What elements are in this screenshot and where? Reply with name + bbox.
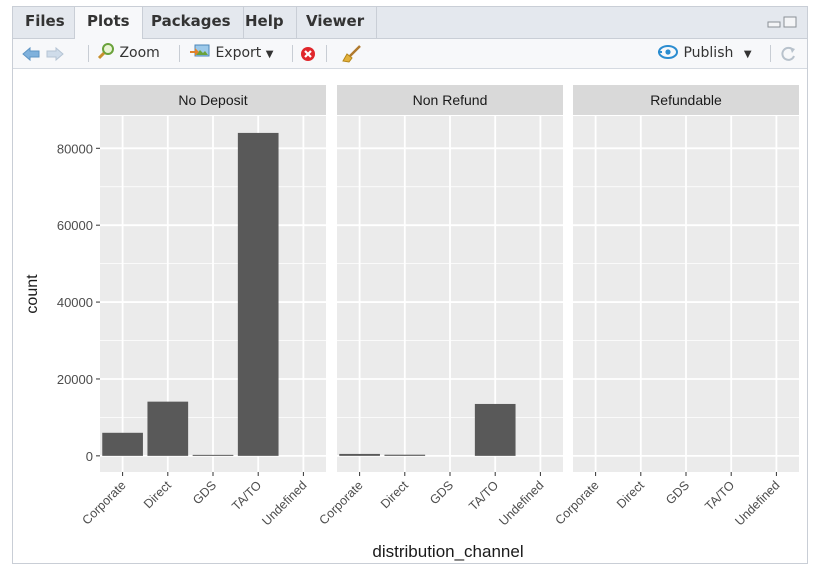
toolbar-separator <box>770 45 771 62</box>
export-button[interactable]: Export ▼ <box>189 42 273 65</box>
x-tick-label: Corporate <box>80 478 129 527</box>
x-tick-label: GDS <box>663 478 692 507</box>
facet-strip <box>337 85 563 115</box>
toolbar-separator <box>292 45 293 62</box>
y-tick-label: 60000 <box>57 218 93 233</box>
bar <box>192 454 234 456</box>
x-tick-label: Corporate <box>553 478 602 527</box>
tab-files[interactable]: Files <box>13 7 78 38</box>
x-tick-label: Undefined <box>732 478 782 528</box>
publish-button[interactable]: Publish ▼ <box>657 42 752 65</box>
bar <box>147 401 189 456</box>
plots-toolbar: Zoom Export ▼ Pub <box>13 39 807 69</box>
y-tick-label: 40000 <box>57 295 93 310</box>
bar <box>474 403 516 456</box>
x-tick-label: Undefined <box>496 478 546 528</box>
refresh-icon[interactable] <box>779 45 797 63</box>
minimize-icon[interactable] <box>767 16 781 28</box>
x-tick-label: Direct <box>378 478 411 511</box>
zoom-label: Zoom <box>119 45 160 61</box>
x-tick-label: GDS <box>427 478 456 507</box>
bar <box>339 453 380 456</box>
bar <box>237 132 279 456</box>
export-image-icon <box>190 44 210 57</box>
x-tick-label: TA/TO <box>466 478 501 513</box>
x-tick-label: TA/TO <box>702 478 737 513</box>
x-tick-label: Direct <box>614 478 647 511</box>
maximize-icon[interactable] <box>783 16 797 28</box>
x-tick-label: Direct <box>141 478 174 511</box>
toolbar-separator <box>326 45 327 62</box>
facet-strip <box>573 85 799 115</box>
facet-strip <box>100 85 326 115</box>
publish-dropdown-caret-icon: ▼ <box>743 49 752 60</box>
plots-pane: Files Plots Packages Help Viewer Zoom <box>12 6 808 564</box>
pane-tab-bar: Files Plots Packages Help Viewer <box>13 7 807 40</box>
facet-label: No Deposit <box>178 92 247 108</box>
publish-label: Publish <box>683 45 734 61</box>
tab-help[interactable]: Help <box>233 7 297 38</box>
back-arrow-icon[interactable] <box>21 46 41 62</box>
x-tick-label: GDS <box>190 478 219 507</box>
y-tick-label: 0 <box>86 449 93 464</box>
tab-packages[interactable]: Packages <box>139 7 244 38</box>
forward-arrow-icon[interactable] <box>45 46 65 62</box>
x-tick-label: Undefined <box>259 478 309 528</box>
toolbar-separator <box>88 45 89 62</box>
toolbar-separator <box>179 45 180 62</box>
facet-label: Refundable <box>650 92 722 108</box>
bar <box>102 432 143 456</box>
y-axis-title: count <box>24 274 41 314</box>
export-label: Export <box>215 45 262 61</box>
x-tick-label: TA/TO <box>229 478 264 513</box>
publish-icon <box>658 45 678 59</box>
tab-viewer[interactable]: Viewer <box>294 7 378 38</box>
y-tick-label: 80000 <box>57 141 93 156</box>
x-axis-title: distribution_channel <box>372 542 523 561</box>
x-tick-label: Corporate <box>317 478 366 527</box>
zoom-button[interactable]: Zoom <box>97 42 160 65</box>
zoom-magnifier-icon <box>97 43 114 60</box>
facet-label: Non Refund <box>413 92 488 108</box>
y-tick-label: 20000 <box>57 372 93 387</box>
plot-area: No Deposit Corporate Direct GDS TA/TO Undefin… <box>13 69 807 563</box>
bar <box>384 454 426 456</box>
tab-plots[interactable]: Plots <box>74 7 143 40</box>
broom-clear-icon[interactable] <box>341 45 363 63</box>
export-dropdown-caret-icon: ▼ <box>265 49 274 60</box>
remove-plot-icon[interactable] <box>300 46 316 62</box>
